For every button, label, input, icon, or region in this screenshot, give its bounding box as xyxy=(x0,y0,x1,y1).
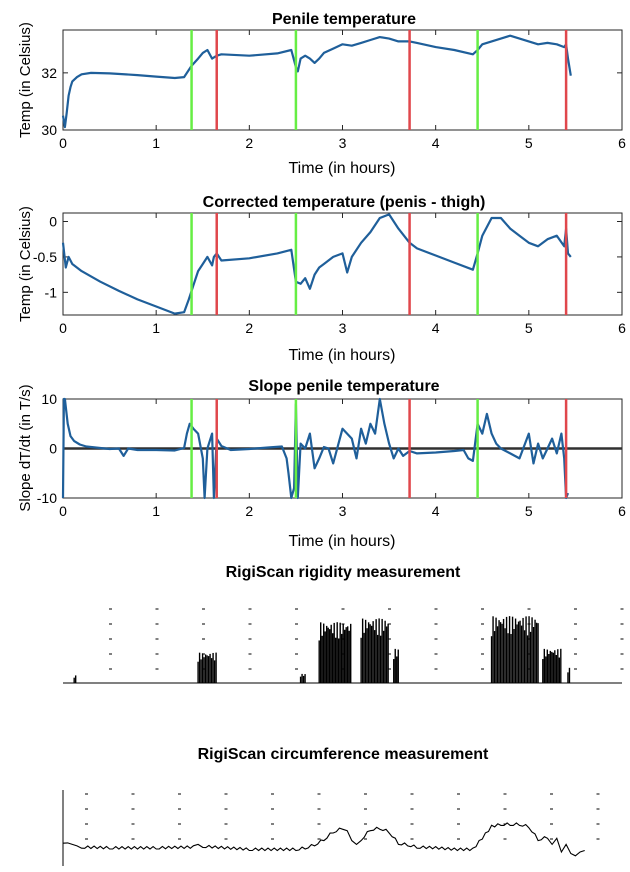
series-line xyxy=(61,34,572,129)
x-tick-label: 1 xyxy=(152,135,160,151)
x-tick-label: 2 xyxy=(245,503,253,519)
x-tick-label: 5 xyxy=(525,135,533,151)
chart-title: RigiScan circumference measurement xyxy=(198,746,489,763)
x-tick-label: 5 xyxy=(525,503,533,519)
x-tick-label: 2 xyxy=(245,320,253,336)
y-axis-label: Slope dT/dt (in T/s) xyxy=(17,384,34,511)
x-tick-label: 0 xyxy=(59,320,67,336)
x-tick-label: 2 xyxy=(245,135,253,151)
x-tick-label: 1 xyxy=(152,503,160,519)
plot-area: 0 1 2 3 4 5 6 30 32 xyxy=(41,29,626,151)
rigidity-plot xyxy=(63,608,624,684)
y-tick-label: 32 xyxy=(41,65,57,81)
series-line xyxy=(61,397,570,500)
y-tick-label: 30 xyxy=(41,122,57,138)
chart-title: Slope penile temperature xyxy=(248,378,439,395)
x-tick-label: 0 xyxy=(59,503,67,519)
x-tick-label: 5 xyxy=(525,320,533,336)
x-tick-label: 3 xyxy=(339,135,347,151)
x-tick-label: 1 xyxy=(152,320,160,336)
chart-title: RigiScan rigidity measurement xyxy=(226,564,461,581)
y-tick-label: -1 xyxy=(45,284,58,300)
circumference-line xyxy=(62,822,585,857)
circumference-plot xyxy=(62,790,600,866)
panel-rigiscan-rigidity: RigiScan rigidity measurement xyxy=(63,564,624,684)
x-tick-label: 6 xyxy=(618,503,626,519)
x-tick-label: 3 xyxy=(339,320,347,336)
series-line xyxy=(61,213,572,315)
y-tick-label: -0.5 xyxy=(33,249,57,265)
x-tick-label: 6 xyxy=(618,320,626,336)
x-tick-label: 4 xyxy=(432,503,440,519)
x-axis-label: Time (in hours) xyxy=(289,533,396,550)
y-axis-label: Temp (in Celsius) xyxy=(17,22,34,138)
y-axis-label: Temp (in Celsius) xyxy=(17,206,34,322)
x-tick-label: 6 xyxy=(618,135,626,151)
panel-rigiscan-circumference: RigiScan circumference measurement xyxy=(62,746,600,866)
panel-penile-temperature: Penile temperature 0 1 2 3 4 5 6 30 32 Time (in … xyxy=(17,11,626,177)
x-axis-label: Time (in hours) xyxy=(289,347,396,364)
y-tick-label: 10 xyxy=(41,391,57,407)
chart-title: Corrected temperature (penis - thigh) xyxy=(203,194,486,211)
plot-area: 0 1 2 3 4 5 6 -1 -0.5 0 xyxy=(33,212,626,336)
x-tick-label: 0 xyxy=(59,135,67,151)
x-axis-label: Time (in hours) xyxy=(289,160,396,177)
x-tick-label: 4 xyxy=(432,320,440,336)
x-tick-label: 3 xyxy=(339,503,347,519)
panel-corrected-temperature: Corrected temperature (penis - thigh) 0 1… xyxy=(17,194,626,364)
x-tick-label: 4 xyxy=(432,135,440,151)
chart-title: Penile temperature xyxy=(272,11,416,28)
y-tick-label: 0 xyxy=(49,441,57,457)
y-tick-label: -10 xyxy=(37,490,57,506)
y-tick-label: 0 xyxy=(49,214,57,230)
